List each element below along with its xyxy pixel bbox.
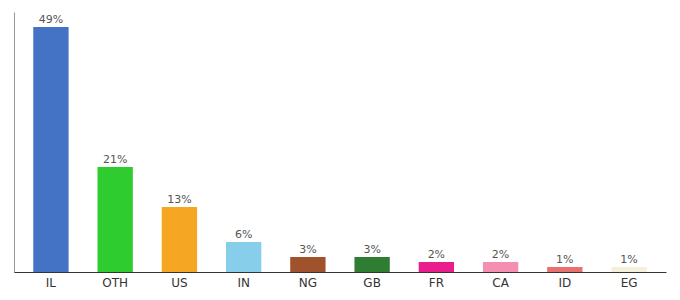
x-tick-label: OTH — [102, 276, 128, 290]
x-tick: IN — [237, 276, 250, 290]
x-tick: GB — [363, 276, 381, 290]
x-tick: NG — [299, 276, 317, 290]
x-tick-label: NG — [299, 276, 317, 290]
data-label: 2% — [492, 248, 509, 261]
x-tick-label: IN — [237, 276, 250, 290]
data-label: 3% — [363, 243, 380, 256]
data-label: 3% — [299, 243, 316, 256]
chart-svg: IL OTH US IN NG GB FR CA ID EG 49% 21% 13% 6% 3% 3% 2% 2%… — [0, 0, 680, 300]
x-tick: ID — [558, 276, 571, 290]
data-label: 49% — [39, 13, 63, 26]
y-axis-line — [14, 13, 15, 273]
bar — [419, 262, 454, 272]
data-label: 1% — [620, 253, 637, 266]
x-tick-label: ID — [558, 276, 571, 290]
bar — [98, 167, 133, 272]
bar — [162, 207, 197, 272]
x-tick-label: FR — [429, 276, 444, 290]
x-tick-label: EG — [621, 276, 638, 290]
x-tick: IL — [46, 276, 57, 290]
bars — [33, 27, 646, 272]
x-tick-label: GB — [363, 276, 381, 290]
bar — [226, 242, 261, 272]
data-label: 6% — [235, 228, 252, 241]
x-tick-label: CA — [492, 276, 509, 290]
x-tick: FR — [429, 276, 444, 290]
x-tick: OTH — [102, 276, 128, 290]
x-tick-label: US — [171, 276, 187, 290]
plot: IL OTH US IN NG GB FR CA ID EG 49% 21% 13% 6% 3% 3% 2% 2%… — [15, 13, 667, 290]
bar — [290, 257, 325, 272]
bar — [611, 267, 646, 272]
bar — [354, 257, 389, 272]
x-tick: EG — [621, 276, 638, 290]
x-tick-label: IL — [46, 276, 57, 290]
x-tick: US — [171, 276, 187, 290]
data-label: 13% — [167, 193, 191, 206]
data-labels: 49% 21% 13% 6% 3% 3% 2% 2% 1% 1% — [39, 13, 638, 266]
y-axis — [14, 13, 15, 273]
chart-container: IL OTH US IN NG GB FR CA ID EG 49% 21% 13% 6% 3% 3% 2% 2%… — [0, 0, 680, 300]
x-tick: CA — [492, 276, 509, 290]
bar — [33, 27, 68, 272]
x-axis-line — [15, 272, 667, 273]
bar — [483, 262, 518, 272]
bar — [547, 267, 582, 272]
data-label: 21% — [103, 153, 127, 166]
data-label: 2% — [428, 248, 445, 261]
x-axis: IL OTH US IN NG GB FR CA ID EG — [15, 273, 667, 290]
data-label: 1% — [556, 253, 573, 266]
